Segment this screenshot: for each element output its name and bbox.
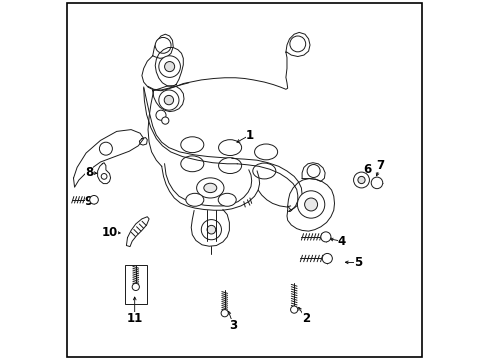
Polygon shape (73, 130, 143, 187)
Polygon shape (286, 179, 334, 231)
Polygon shape (302, 163, 325, 181)
Text: 2: 2 (301, 312, 309, 325)
Circle shape (89, 195, 98, 204)
Text: 6: 6 (362, 163, 370, 176)
Circle shape (162, 117, 168, 124)
Text: 4: 4 (337, 235, 345, 248)
Polygon shape (285, 32, 309, 57)
Circle shape (221, 310, 228, 317)
Circle shape (132, 283, 139, 291)
Circle shape (201, 220, 221, 240)
Circle shape (101, 174, 107, 179)
Text: 11: 11 (126, 312, 142, 325)
Polygon shape (152, 86, 183, 112)
Ellipse shape (252, 163, 275, 179)
Circle shape (290, 306, 297, 313)
Circle shape (357, 176, 365, 184)
Polygon shape (152, 34, 173, 58)
Circle shape (164, 95, 173, 105)
Circle shape (99, 142, 112, 155)
Ellipse shape (181, 137, 203, 153)
Text: 7: 7 (376, 159, 384, 172)
Polygon shape (98, 163, 110, 184)
Circle shape (322, 253, 332, 264)
Circle shape (353, 172, 368, 188)
Text: 9: 9 (85, 195, 93, 208)
Circle shape (297, 191, 324, 218)
Circle shape (206, 225, 215, 234)
Circle shape (156, 110, 166, 120)
Polygon shape (155, 48, 183, 86)
Circle shape (370, 177, 382, 189)
Polygon shape (126, 217, 149, 247)
Text: 1: 1 (245, 129, 253, 141)
Circle shape (159, 56, 180, 77)
Text: 8: 8 (85, 166, 93, 179)
Ellipse shape (218, 158, 241, 174)
Circle shape (320, 232, 330, 242)
Circle shape (155, 37, 171, 53)
Ellipse shape (185, 193, 203, 206)
Circle shape (164, 62, 174, 72)
Circle shape (289, 36, 305, 52)
Text: 3: 3 (229, 319, 237, 332)
Text: 5: 5 (353, 256, 361, 269)
Circle shape (159, 90, 179, 110)
Ellipse shape (218, 140, 241, 156)
Bar (125, 265, 146, 304)
Polygon shape (139, 138, 147, 145)
Ellipse shape (196, 178, 224, 198)
Circle shape (304, 198, 317, 211)
Text: 10: 10 (101, 226, 118, 239)
Circle shape (306, 165, 320, 177)
Ellipse shape (181, 156, 203, 172)
Ellipse shape (218, 193, 236, 206)
Ellipse shape (203, 183, 216, 193)
Ellipse shape (254, 144, 277, 160)
